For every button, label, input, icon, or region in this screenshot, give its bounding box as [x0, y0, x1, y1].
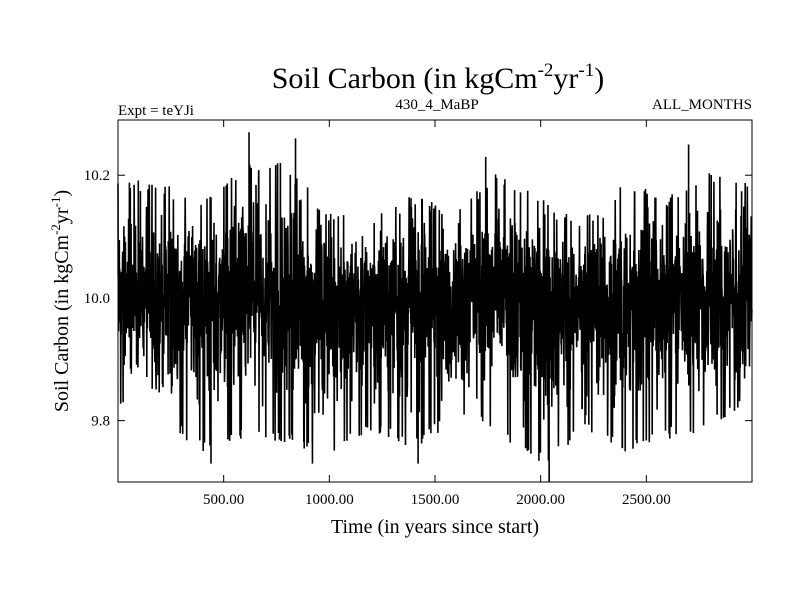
series-group — [117, 132, 753, 482]
title-end: ) — [594, 62, 604, 95]
ylabel-main: Soil Carbon (in kgCm — [51, 234, 73, 412]
y-axis-label: Soil Carbon (in kgCm-2yr-1) — [48, 190, 73, 412]
x-axis-label: Time (in years since start) — [331, 516, 539, 538]
chart-title: Soil Carbon (in kgCm-2yr-1) — [272, 60, 605, 95]
ylabel-sup2: -1 — [48, 197, 63, 208]
x-tick-label: 500.00 — [203, 492, 244, 508]
header-center: 430_4_MaBP — [395, 97, 478, 113]
x-tick-label: 2500.00 — [622, 492, 671, 508]
header-left: Expt = teYJi — [118, 103, 194, 119]
x-tick-label: 1000.00 — [305, 492, 354, 508]
ylabel-sup1: -2 — [48, 224, 63, 235]
y-tick-label: 10.0 — [84, 291, 110, 307]
title-sup1: -2 — [538, 60, 554, 81]
ticks-group: 500.00 1000.00 1500.00 2000.00 2500.00 9.8 10.… — [84, 120, 752, 508]
y-tick-label: 9.8 — [91, 414, 110, 430]
x-tick-label: 2000.00 — [516, 492, 565, 508]
series-line — [117, 162, 753, 461]
ylabel-end: ) — [51, 190, 73, 197]
title-mid: yr — [553, 62, 578, 95]
title-main: Soil Carbon (in kgCm — [272, 62, 538, 95]
y-tick-label: 10.2 — [84, 168, 110, 184]
title-sup2: -1 — [578, 60, 594, 81]
header-right: ALL_MONTHS — [652, 97, 752, 113]
ylabel-mid: yr — [51, 207, 73, 224]
x-tick-label: 1500.00 — [411, 492, 460, 508]
